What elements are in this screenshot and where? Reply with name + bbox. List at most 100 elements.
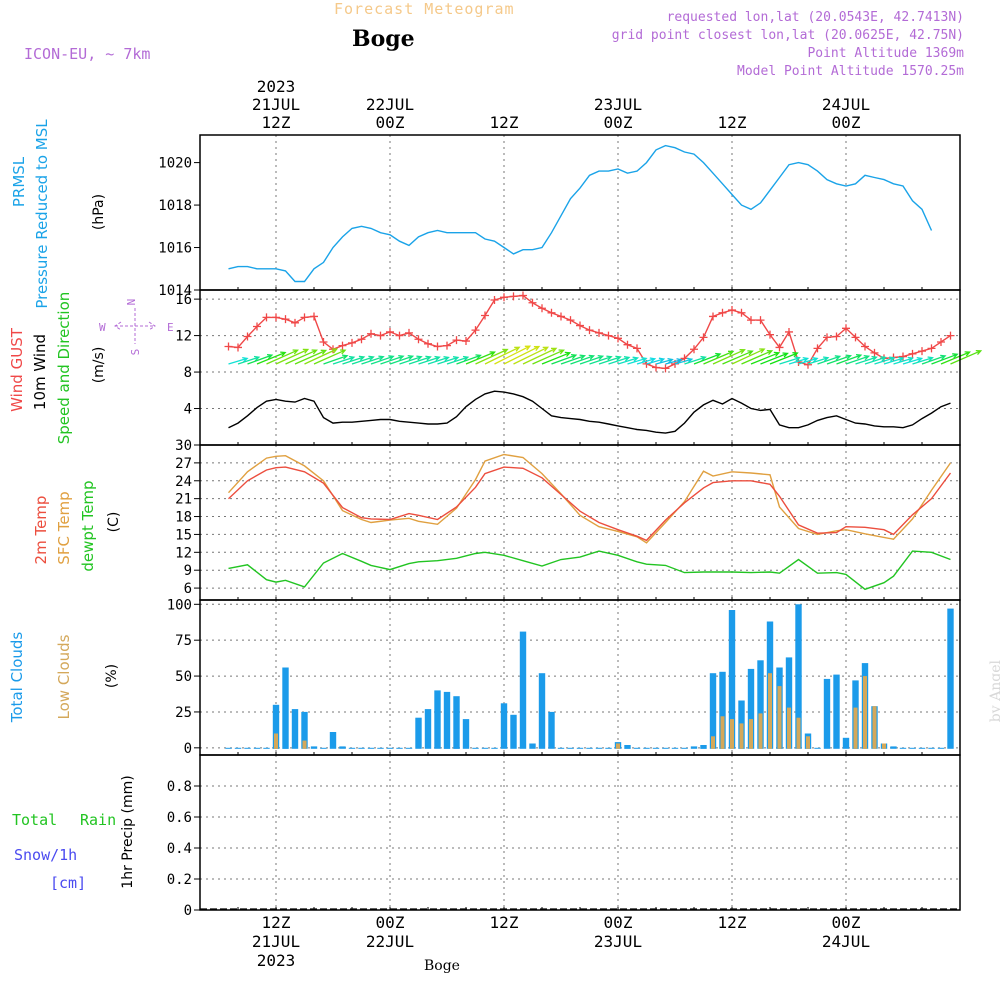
top-axis-hour: 00Z [604,113,633,132]
total-cloud-bar [785,657,793,749]
low-cloud-bar [853,707,858,749]
gust-marker [452,336,461,345]
wind-direction-arrow [456,354,482,365]
wind-direction-arrow [864,356,887,365]
total-cloud-bar [377,747,384,749]
wind-direction-arrow [693,352,722,365]
point-altitude: Point Altitude 1369m [807,46,964,61]
wind-direction-arrow [399,355,423,365]
total-clouds-label: Total Clouds [8,632,26,724]
total-cloud-bar [481,747,489,749]
temperature-ytick-label: 21 [175,492,192,508]
wind-direction-arrow [836,353,863,365]
wind-direction-arrow [551,353,578,365]
wind-direction-arrow [826,354,853,365]
total-cloud-bar [415,717,422,749]
prmsl-label: PRMSL [10,156,28,207]
low-cloud-bar [739,723,744,749]
low-clouds-label: Low Clouds [55,634,73,719]
wind-direction-arrow [532,349,565,365]
gust-marker [566,316,575,325]
wind-direction-arrow [380,354,405,365]
wind-direction-arrow [513,346,550,365]
total-cloud-bar [671,747,679,749]
temp-2m-line [228,466,952,542]
gust-marker [386,327,394,336]
wind-direction-arrow [807,356,830,365]
total-cloud-bar [709,673,717,749]
wind-direction-arrow [437,356,460,365]
wind-direction-arrow [541,351,572,365]
temperature-ytick-label: 15 [175,527,192,543]
wind-direction-arrow [323,354,349,365]
wind-direction-arrow [228,356,249,365]
wind-direction-arrow [503,345,541,365]
total-cloud-bar [690,746,698,749]
total-cloud-bar [700,745,707,749]
bottom-axis-date: 23JUL [594,932,642,951]
low-cloud-bar [720,716,725,749]
wind-ytick-label: 16 [175,292,192,308]
gust-marker [595,328,603,337]
gust-marker [538,304,546,313]
requested-coordinates: requested lon,lat (20.0543E, 42.7413N) [666,10,964,25]
low-cloud-bar [711,736,715,749]
total-cloud-bar [842,737,850,749]
gust-marker [823,333,831,342]
temperature-ytick-label: 24 [175,474,192,490]
gust-marker [927,344,936,353]
wind-direction-arrow [408,355,432,365]
gust-marker [557,312,565,321]
precipitation-ytick-label: 0.4 [167,841,192,857]
total-cloud-bar [491,747,498,749]
wind-direction-arrow [617,356,640,365]
gust-marker [405,328,413,337]
pressure-ytick-label: 1020 [158,156,192,172]
wind-direction-arrow [304,348,339,365]
total-cloud-bar [348,747,356,749]
gust-marker [576,321,584,330]
total-cloud-bar [624,745,631,749]
precipitation-ytick-label: 0.6 [167,810,192,826]
gust-marker [357,335,366,344]
wind-direction-arrow [931,353,959,365]
total-cloud-bar [947,608,954,749]
wind-direction-arrow [750,351,781,365]
wind-direction-arrow [579,354,605,365]
wind-10m-label: 10m Wind [31,334,49,410]
total-cloud-bar [339,746,346,749]
sfc-temp-label: SFC Temp [55,491,73,564]
low-cloud-bar [616,743,620,749]
gust-marker [500,293,508,302]
clouds-panel-frame [199,599,961,756]
wind-direction-arrow [247,353,274,365]
compass-north: N [125,299,138,306]
total-cloud-bar [434,690,441,749]
wind-direction-arrow [798,356,819,365]
total-cloud-bar [424,709,432,749]
total-cloud-bar [310,746,318,749]
wind-direction-arrow [674,357,694,365]
precip-rain-label: Rain [80,811,116,829]
compass-east: E [167,321,174,334]
gust-marker [766,330,774,339]
gust-marker [338,341,347,350]
precip-total-label: Total [12,811,57,829]
low-cloud-bar [787,707,791,749]
gust-marker [614,334,622,343]
temperature-ytick-label: 12 [175,545,192,561]
gust-marker [424,339,432,348]
total-cloud-bar [795,604,802,749]
wind-direction-arrow [636,357,657,365]
wind-direction-arrow [370,355,395,365]
model-label: ICON-EU, ~ 7km [24,45,151,63]
wind-direction-arrow [475,348,509,365]
wind-direction-arrow [883,356,905,365]
wind-direction-arrow [589,355,613,365]
gust-marker [367,329,375,338]
wind-direction-arrow [275,348,310,365]
gust-marker [747,316,755,325]
wind-ytick-label: 4 [184,402,192,418]
top-axis-hour: 00Z [376,113,405,132]
